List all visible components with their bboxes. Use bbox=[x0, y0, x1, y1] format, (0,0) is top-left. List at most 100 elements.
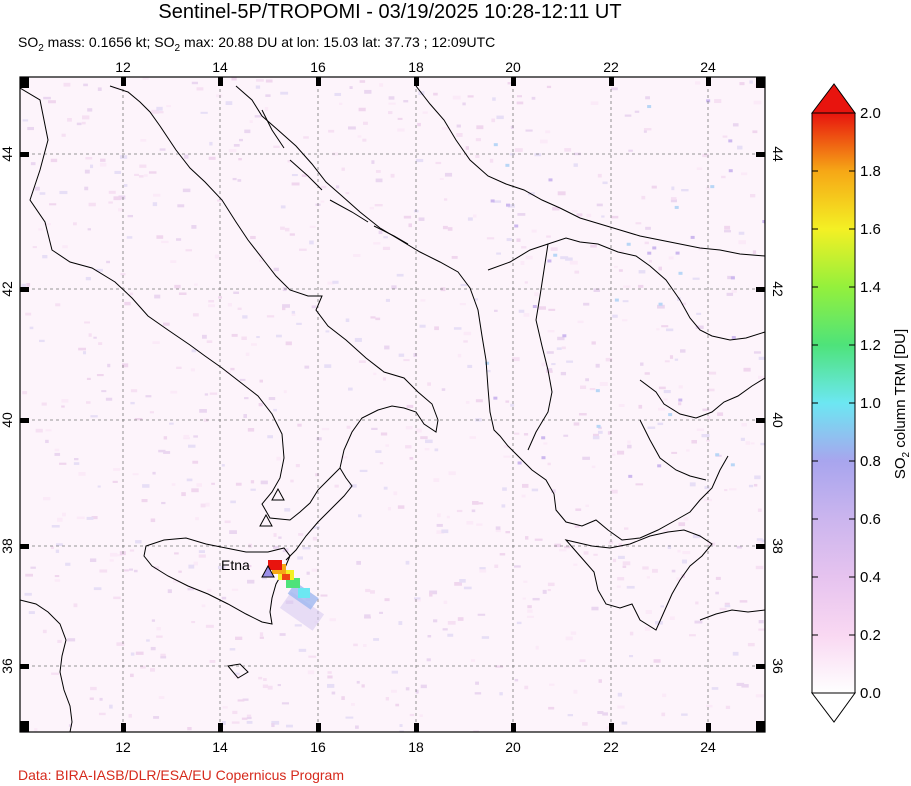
noise-speckle bbox=[516, 101, 524, 105]
noise-speckle bbox=[521, 494, 526, 498]
noise-speckle bbox=[579, 385, 587, 389]
noise-speckle bbox=[130, 652, 135, 656]
noise-speckle bbox=[112, 480, 118, 483]
noise-speckle bbox=[602, 181, 608, 185]
noise-speckle bbox=[382, 246, 391, 251]
noise-speckle bbox=[247, 579, 255, 584]
noise-speckle bbox=[460, 283, 468, 287]
noise-speckle bbox=[34, 728, 38, 732]
noise-speckle bbox=[54, 575, 60, 578]
noise-speckle bbox=[560, 371, 567, 376]
noise-speckle bbox=[331, 691, 336, 695]
noise-speckle bbox=[418, 217, 425, 221]
noise-speckle bbox=[195, 517, 199, 521]
noise-speckle bbox=[250, 235, 256, 240]
lon-label-top-18: 18 bbox=[408, 59, 424, 75]
noise-speckle bbox=[246, 720, 253, 724]
noise-speckle bbox=[65, 562, 71, 566]
noise-speckle bbox=[527, 605, 532, 609]
noise-speckle bbox=[728, 169, 733, 173]
coast-tunisia bbox=[20, 599, 73, 732]
plume-green bbox=[286, 578, 300, 588]
noise-speckle bbox=[471, 509, 476, 513]
noise-speckle bbox=[170, 260, 177, 264]
noise-speckle bbox=[207, 588, 212, 592]
noise-speckle bbox=[444, 172, 453, 177]
noise-speckle bbox=[523, 313, 530, 317]
noise-speckle bbox=[399, 724, 403, 728]
noise-speckle bbox=[88, 202, 96, 207]
noise-speckle bbox=[100, 158, 106, 162]
noise-speckle bbox=[403, 100, 409, 103]
noise-speckle bbox=[560, 256, 569, 260]
noise-speckle bbox=[577, 320, 584, 324]
lat-label-right-38: 38 bbox=[770, 538, 786, 554]
noise-speckle bbox=[241, 717, 248, 720]
noise-speckle bbox=[246, 714, 252, 717]
noise-speckle bbox=[129, 568, 133, 571]
noise-speckle bbox=[491, 118, 496, 123]
noise-speckle bbox=[490, 199, 495, 203]
noise-speckle bbox=[534, 153, 542, 157]
noise-speckle bbox=[127, 214, 134, 218]
noise-speckle bbox=[510, 403, 515, 407]
noise-speckle bbox=[296, 322, 302, 325]
noise-speckle bbox=[151, 109, 159, 114]
noise-speckle bbox=[107, 363, 111, 368]
noise-speckle bbox=[710, 185, 715, 189]
noise-speckle bbox=[385, 444, 389, 447]
noise-speckle bbox=[291, 182, 300, 186]
noise-speckle bbox=[578, 413, 587, 416]
noise-speckle bbox=[617, 577, 625, 581]
noise-speckle bbox=[353, 643, 358, 647]
noise-speckle bbox=[610, 87, 618, 91]
noise-speckle bbox=[565, 636, 573, 641]
noise-speckle bbox=[503, 455, 511, 458]
coast-italy-west bbox=[20, 85, 439, 521]
noise-speckle bbox=[668, 256, 674, 260]
noise-speckle bbox=[463, 331, 472, 336]
noise-speckle bbox=[485, 361, 490, 365]
coast-aegean bbox=[639, 377, 765, 481]
subtitle-max-subscript: 2 bbox=[174, 42, 181, 54]
noise-speckle bbox=[408, 223, 412, 228]
noise-speckle bbox=[117, 208, 123, 212]
noise-speckle bbox=[564, 148, 572, 152]
noise-speckle bbox=[393, 491, 398, 496]
noise-speckle bbox=[238, 157, 242, 161]
noise-speckle bbox=[499, 553, 506, 556]
noise-speckle bbox=[86, 516, 94, 520]
noise-speckle bbox=[359, 80, 366, 83]
noise-speckle bbox=[574, 270, 580, 274]
noise-speckle bbox=[145, 395, 152, 398]
noise-speckle bbox=[546, 351, 554, 354]
noise-speckle bbox=[150, 646, 156, 651]
noise-speckle bbox=[582, 722, 588, 726]
noise-speckle bbox=[106, 260, 110, 264]
noise-speckle bbox=[494, 564, 499, 568]
noise-speckle bbox=[708, 371, 717, 375]
noise-speckle bbox=[606, 726, 611, 730]
noise-speckle bbox=[191, 488, 199, 493]
noise-speckle bbox=[159, 148, 166, 151]
lat-label-left-36: 36 bbox=[0, 658, 15, 674]
noise-speckle bbox=[262, 684, 269, 689]
plume-core bbox=[282, 574, 290, 580]
noise-speckle bbox=[715, 453, 720, 457]
noise-speckle bbox=[764, 589, 765, 592]
subtitle-so2-subscript: 2 bbox=[38, 42, 44, 54]
noise-speckle bbox=[405, 560, 410, 565]
noise-speckle bbox=[82, 351, 87, 355]
noise-speckle bbox=[62, 245, 68, 249]
noise-speckle bbox=[190, 368, 195, 372]
noise-speckle bbox=[750, 193, 756, 198]
noise-speckle bbox=[522, 483, 529, 488]
noise-speckle bbox=[151, 619, 156, 622]
noise-speckle bbox=[194, 283, 198, 286]
noise-speckle bbox=[465, 146, 469, 150]
noise-speckle bbox=[211, 482, 215, 485]
noise-speckle bbox=[25, 573, 33, 577]
noise-speckle bbox=[291, 173, 298, 177]
noise-speckle bbox=[623, 527, 629, 530]
noise-speckle bbox=[241, 336, 247, 341]
